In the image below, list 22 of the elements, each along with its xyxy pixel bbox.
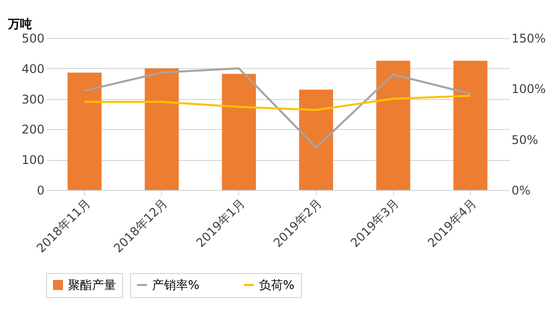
y-tick-label: 100 — [22, 153, 44, 168]
y-tick-label: 400 — [22, 62, 44, 76]
y2-tick-label: 100% — [512, 82, 546, 96]
y-axis-title: 万吨 — [7, 17, 32, 31]
bar — [299, 90, 334, 190]
line-series — [84, 94, 472, 111]
bar — [376, 60, 410, 190]
line-series — [84, 67, 472, 148]
bar — [144, 68, 179, 190]
y-tick-label: 300 — [22, 92, 44, 106]
y2-tick-label: 50% — [512, 132, 538, 147]
legend-label: 聚酯产量 — [68, 278, 116, 292]
y-tick-label: 500 — [22, 32, 44, 46]
y-tick-label: 0 — [36, 184, 44, 198]
legend-label: 负荷% — [259, 278, 294, 292]
bar — [222, 74, 256, 190]
y-tick-label: 200 — [22, 122, 44, 137]
y2-tick-label: 0% — [512, 184, 531, 198]
bar — [453, 60, 488, 190]
y2-tick-label: 150% — [512, 32, 546, 46]
legend-label: 产销率% — [152, 278, 200, 292]
bar — [68, 72, 102, 190]
